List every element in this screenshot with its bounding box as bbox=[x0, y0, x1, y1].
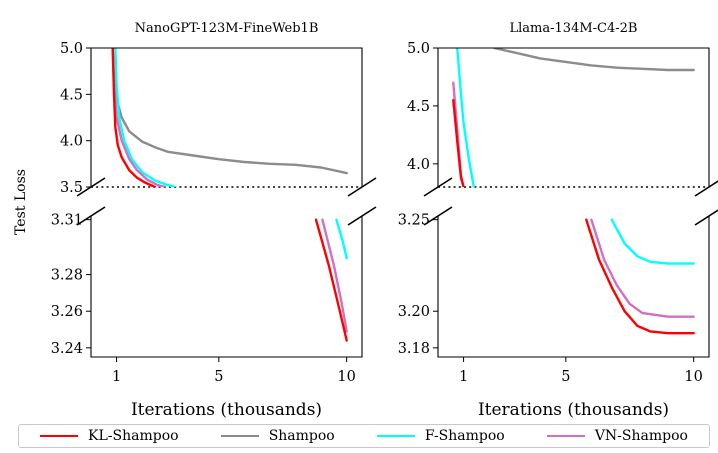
series-line-vn-shampoo-lower bbox=[590, 218, 695, 318]
x-tick-label: 10 bbox=[684, 369, 702, 385]
x-tick-label: 1 bbox=[459, 369, 468, 385]
axis-break-mark-left-lower bbox=[423, 206, 453, 226]
legend-swatch-vn-shampoo bbox=[546, 435, 585, 437]
legend-item-vn-shampoo: VN-Shampoo bbox=[546, 428, 688, 444]
series-line-kl-shampoo-lower bbox=[585, 218, 695, 335]
x-tick-label: 5 bbox=[561, 369, 570, 385]
y-axis-label: Test Loss bbox=[13, 169, 29, 235]
series-line-kl-shampoo-upper bbox=[452, 98, 465, 187]
legend-label: F-Shampoo bbox=[424, 428, 505, 444]
y-tick-label-upper: 4.5 bbox=[407, 99, 430, 115]
chart-title: NanoGPT-123M-FineWeb1B bbox=[135, 21, 319, 36]
axes-frame-lower bbox=[437, 216, 710, 358]
axes-frame-upper bbox=[437, 47, 710, 187]
y-tick-label-upper: 5.0 bbox=[407, 41, 430, 57]
legend-swatch-kl-shampoo bbox=[40, 435, 79, 437]
series-line-shampoo-upper bbox=[493, 48, 695, 72]
axis-break-mark-right-lower bbox=[347, 206, 377, 226]
y-tick-label-lower: 3.20 bbox=[398, 304, 430, 320]
series-line-f-shampoo-upper bbox=[114, 48, 177, 187]
series-line-vn-shampoo-lower bbox=[321, 218, 348, 333]
x-axis-label: Iterations (thousands) bbox=[478, 400, 669, 420]
legend-item-shampoo: Shampoo bbox=[220, 428, 335, 444]
series-line-f-shampoo-lower bbox=[610, 218, 695, 265]
x-tick-label: 5 bbox=[214, 369, 223, 385]
y-tick-label-lower: 3.24 bbox=[51, 341, 83, 357]
series-line-shampoo-upper bbox=[111, 48, 348, 175]
series-line-kl-shampoo-upper bbox=[111, 48, 157, 187]
legend-label: VN-Shampoo bbox=[594, 428, 688, 444]
y-tick-label-upper: 4.0 bbox=[60, 134, 83, 150]
legend-swatch-shampoo bbox=[220, 435, 259, 437]
series-line-kl-shampoo-lower bbox=[314, 218, 348, 342]
y-tick-label-lower: 3.26 bbox=[51, 304, 83, 320]
axis-break-mark-right-upper bbox=[347, 177, 377, 197]
axis-break-mark-right-upper bbox=[694, 180, 718, 197]
axes-frame-lower bbox=[90, 216, 363, 358]
y-tick-label-lower: 3.25 bbox=[398, 213, 430, 229]
x-tick-label: 10 bbox=[337, 369, 355, 385]
axes-frame-upper bbox=[90, 47, 363, 187]
chart-panel-1: NanoGPT-123M-FineWeb1B 3.5 4.0 4.5 5.0 3.24 3.… bbox=[13, 21, 377, 420]
axis-break-mark-left-lower bbox=[76, 206, 106, 226]
legend-item-kl-shampoo: KL-Shampoo bbox=[40, 428, 179, 444]
axis-break-mark-left-upper bbox=[423, 177, 453, 197]
figure: NanoGPT-123M-FineWeb1B 3.5 4.0 4.5 5.0 3.24 3.… bbox=[13, 21, 718, 420]
y-tick-label-upper: 3.5 bbox=[60, 180, 83, 196]
legend-label: Shampoo bbox=[268, 428, 335, 444]
x-axis-label: Iterations (thousands) bbox=[131, 400, 322, 420]
chart-panel-2: Llama-134M-C4-2B 4.0 4.5 5.0 3.18 3.20 3.25 1 5 1… bbox=[398, 21, 718, 420]
series-line-f-shampoo-upper bbox=[456, 48, 475, 187]
y-tick-label-upper: 4.5 bbox=[60, 87, 83, 103]
legend: KL-Shampoo Shampoo F-Shampoo VN-Shampoo bbox=[18, 424, 710, 448]
x-tick-label: 1 bbox=[112, 369, 121, 385]
legend-label: KL-Shampoo bbox=[88, 428, 179, 444]
y-tick-label-lower: 3.31 bbox=[51, 213, 83, 229]
series-line-f-shampoo-lower bbox=[335, 218, 348, 260]
y-tick-label-lower: 3.28 bbox=[51, 268, 83, 284]
legend-swatch-f-shampoo bbox=[376, 435, 415, 437]
y-tick-label-lower: 3.18 bbox=[398, 341, 430, 357]
axis-break-mark-right-lower bbox=[694, 209, 718, 226]
chart-title: Llama-134M-C4-2B bbox=[510, 21, 638, 36]
legend-item-f-shampoo: F-Shampoo bbox=[376, 428, 505, 444]
y-tick-label-upper: 5.0 bbox=[60, 41, 83, 57]
y-tick-label-upper: 4.0 bbox=[407, 157, 430, 173]
